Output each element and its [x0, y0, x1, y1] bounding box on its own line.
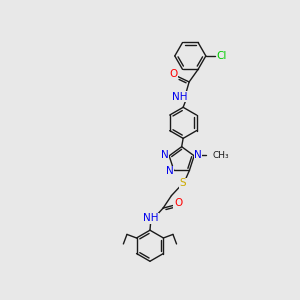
- Text: CH₃: CH₃: [213, 151, 229, 160]
- Text: N: N: [166, 166, 174, 176]
- Text: N: N: [161, 150, 169, 160]
- Text: O: O: [169, 70, 177, 80]
- Text: N: N: [194, 150, 202, 160]
- Text: NH: NH: [143, 213, 159, 223]
- Text: O: O: [174, 198, 182, 208]
- Text: S: S: [179, 178, 186, 188]
- Text: NH: NH: [172, 92, 188, 102]
- Text: Cl: Cl: [216, 51, 226, 61]
